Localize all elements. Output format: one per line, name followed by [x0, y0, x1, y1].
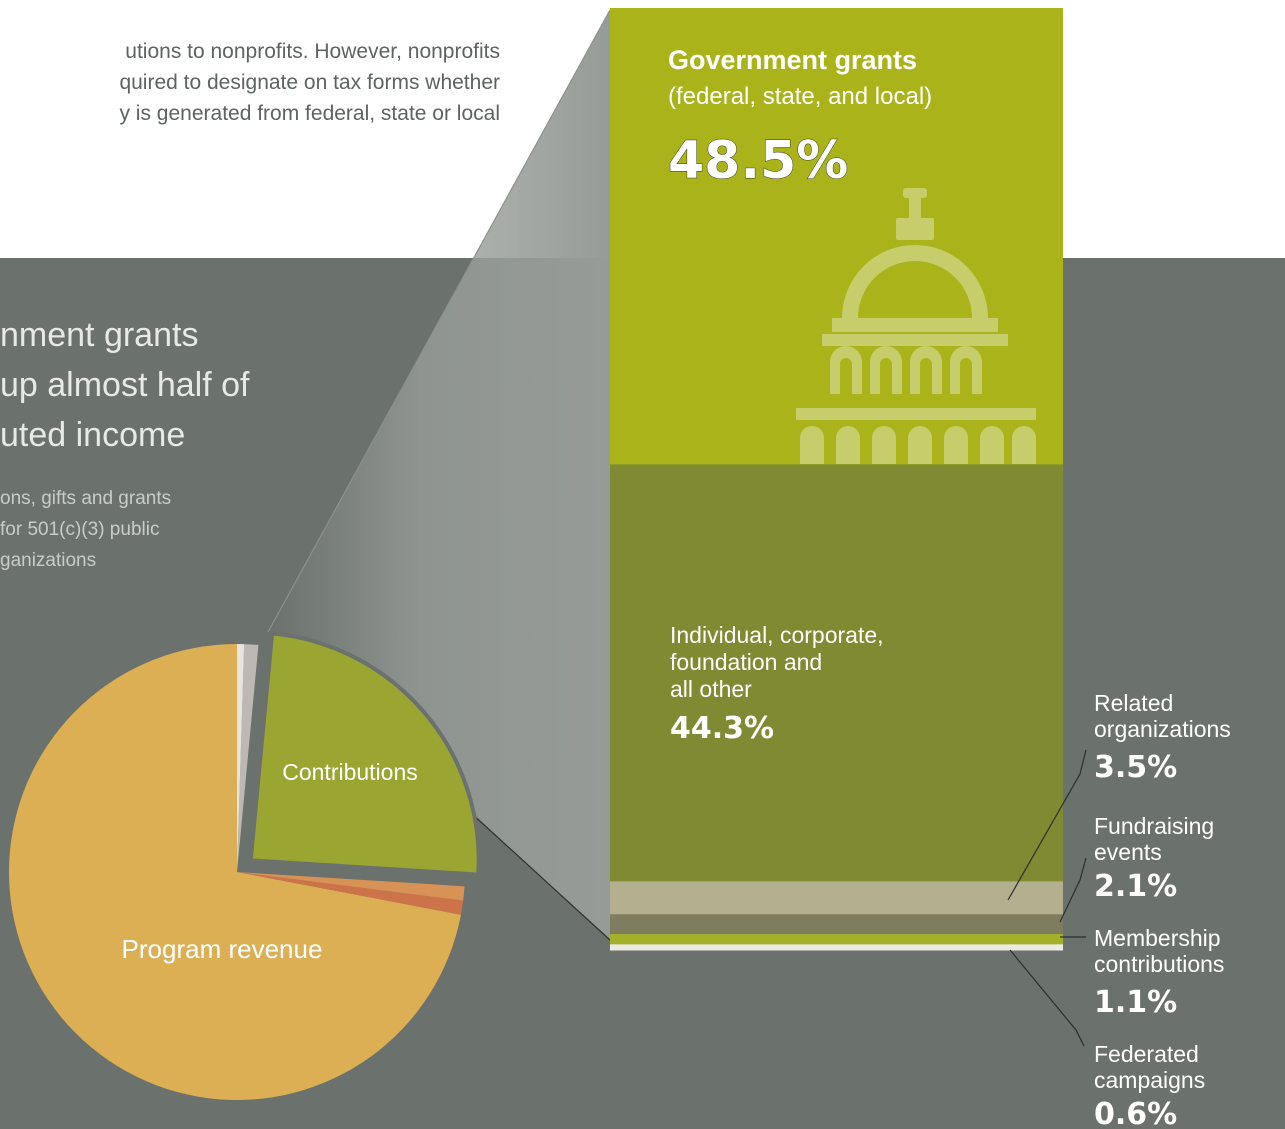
intro-paragraph: utions to nonprofits. However, nonprofit…	[0, 36, 500, 129]
pie-slice-minor-4	[237, 644, 259, 872]
subtitle: ons, gifts and grants for 501(c)(3) publ…	[0, 483, 171, 576]
pie-label-program-revenue: Program revenue	[122, 934, 323, 964]
bar-segment-fundraising	[610, 914, 1063, 935]
callout-label-federated-2: campaigns	[1094, 1067, 1205, 1093]
bar-segment-federated	[610, 944, 1063, 951]
pie-label-contributions: Contributions	[282, 759, 418, 785]
bar-segment-related	[610, 881, 1063, 915]
callout-leaders	[1007, 749, 1087, 1047]
callout-value-related: 3.5%	[1094, 750, 1177, 785]
callout-label-fundraising-2: events	[1094, 839, 1162, 865]
capitol-building-icon	[796, 188, 1036, 464]
pie-slice-program-revenue	[8, 644, 461, 1100]
callout-value-membership: 1.1%	[1094, 985, 1177, 1020]
subtitle-line: ganizations	[0, 550, 97, 571]
intro-line: quired to designate on tax forms whether	[119, 71, 500, 94]
zoom-line-top	[267, 9, 611, 633]
subtitle-line: ons, gifts and grants	[0, 488, 172, 509]
zoom-line-bottom	[469, 811, 611, 941]
headline-line: uted income	[0, 416, 186, 454]
callout-label-federated-1: Federated	[1094, 1041, 1199, 1067]
intro-line: y is generated from federal, state or lo…	[119, 102, 500, 125]
segment-label-individual-2: foundation and	[670, 649, 822, 675]
pie-chart	[8, 631, 481, 1100]
segment-label-individual-3: all other	[670, 676, 752, 702]
headline: nment grants up almost half of uted inco…	[0, 310, 249, 460]
intro-line: utions to nonprofits. However, nonprofit…	[125, 40, 500, 63]
bar-segment-government	[610, 8, 1063, 465]
callout-label-membership-2: contributions	[1094, 951, 1224, 977]
pie-slice-minor-2	[237, 872, 465, 901]
headline-line: nment grants	[0, 316, 199, 354]
segment-value-government: 48.5%	[668, 131, 848, 191]
callout-value-federated: 0.6%	[1094, 1097, 1177, 1129]
callout-label-related-2: organizations	[1094, 716, 1231, 742]
pie-slice-minor-5	[237, 644, 245, 872]
segment-detail-government: (federal, state, and local)	[668, 83, 932, 110]
bar-segment-individual	[610, 464, 1063, 882]
stacked-bar-chart	[610, 8, 1063, 951]
callout-label-related-1: Related	[1094, 690, 1173, 716]
callout-value-fundraising: 2.1%	[1094, 869, 1177, 904]
bar-segment-membership	[610, 934, 1063, 945]
segment-label-government: Government grants	[668, 45, 917, 75]
segment-value-individual: 44.3%	[670, 711, 774, 746]
pie-slice-contributions	[248, 631, 481, 877]
segment-label-individual-1: Individual, corporate,	[670, 622, 884, 648]
pie-slice-minor-1	[237, 872, 464, 915]
callout-label-membership-1: Membership	[1094, 925, 1221, 951]
headline-line: up almost half of	[0, 366, 250, 404]
subtitle-line: for 501(c)(3) public	[0, 519, 160, 540]
callout-label-fundraising-1: Fundraising	[1094, 813, 1214, 839]
